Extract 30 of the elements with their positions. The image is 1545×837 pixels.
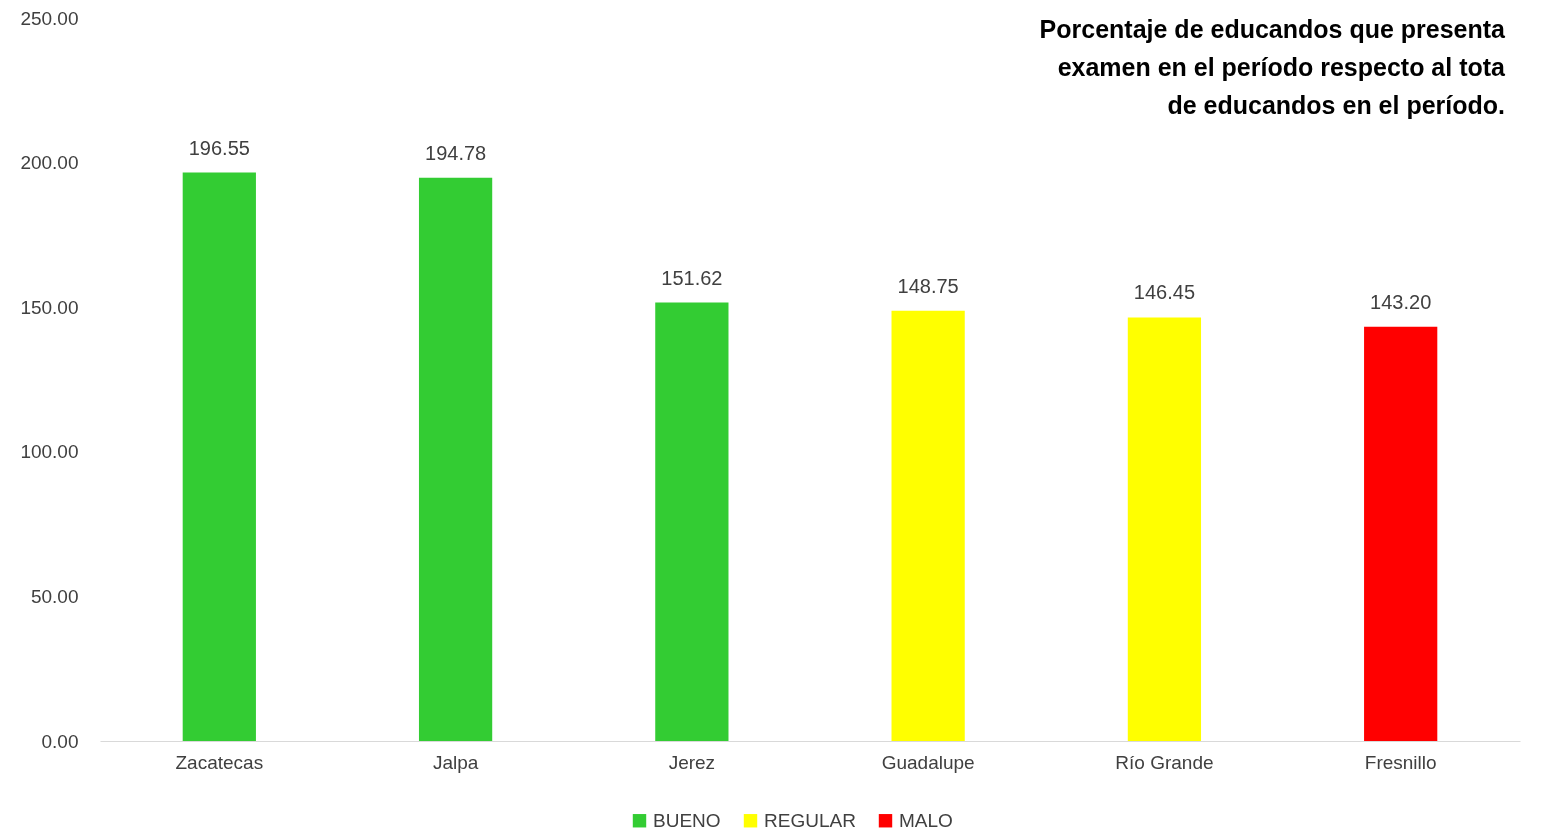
data-label: 146.45 xyxy=(1133,281,1195,304)
bar xyxy=(182,172,256,741)
y-tick-label: 0.00 xyxy=(41,730,79,752)
legend-label: REGULAR xyxy=(764,809,856,831)
y-tick-label: 200.00 xyxy=(20,152,79,174)
legend-label: BUENO xyxy=(653,809,721,831)
bar xyxy=(1127,317,1202,741)
data-label: 151.62 xyxy=(661,266,723,289)
bar xyxy=(655,302,729,741)
bar xyxy=(891,310,965,741)
y-tick-label: 250.00 xyxy=(20,7,79,29)
x-tick-label: Fresnillo xyxy=(1364,751,1437,773)
x-tick-label: Río Grande xyxy=(1115,751,1214,773)
y-tick-label: 100.00 xyxy=(20,441,79,463)
y-tick-label: 50.00 xyxy=(30,585,79,607)
bar xyxy=(1364,326,1438,741)
data-label: 143.20 xyxy=(1370,290,1432,313)
data-label: 196.55 xyxy=(188,136,250,159)
x-tick-label: Jalpa xyxy=(432,751,479,773)
x-tick-label: Guadalupe xyxy=(881,751,975,773)
data-label: 148.75 xyxy=(897,274,959,297)
text: examen en el período respecto al tota xyxy=(1057,53,1505,81)
x-tick-label: Zacatecas xyxy=(175,751,264,773)
text: Porcentaje de educandos que presenta xyxy=(1039,15,1505,43)
text: de educandos en el período. xyxy=(1167,91,1505,119)
legend-label: MALO xyxy=(899,809,953,831)
bar xyxy=(418,177,493,741)
x-tick-label: Jerez xyxy=(668,751,716,773)
data-label: 194.78 xyxy=(425,141,487,164)
y-tick-label: 150.00 xyxy=(20,296,79,318)
